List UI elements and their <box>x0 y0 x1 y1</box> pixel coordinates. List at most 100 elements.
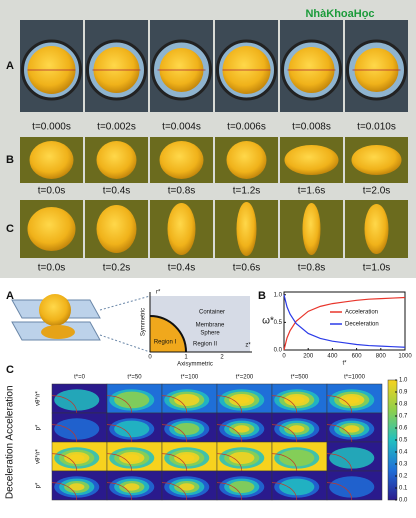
column-header: t*=100 <box>181 375 199 381</box>
droplet <box>226 141 267 179</box>
contour-band <box>179 483 195 491</box>
sphere-outline <box>271 482 298 501</box>
sphere-outline <box>51 453 78 472</box>
contour-band <box>54 389 100 411</box>
contour-band <box>279 478 315 496</box>
column-header: t*=1000 <box>344 375 366 381</box>
sphere-outline <box>106 424 133 443</box>
sphere-outline <box>216 424 243 443</box>
time-label: t=2.0s <box>363 186 391 197</box>
droplet <box>284 145 339 175</box>
colorbar-label: 1.0 <box>399 378 408 384</box>
droplet <box>27 207 76 251</box>
time-label: t=0.002s <box>97 122 136 133</box>
colorbar-label: 0.3 <box>399 462 408 468</box>
column-header: t*=500 <box>291 375 309 381</box>
time-label: t=0.6s <box>233 263 261 274</box>
diagram-label: r* <box>156 290 161 296</box>
row-label: vθ*/r* <box>36 390 42 405</box>
diagram-label: z* <box>245 343 251 349</box>
sphere-outline <box>271 453 298 472</box>
contour-band <box>69 454 85 462</box>
group-label: Acceleration <box>5 385 16 440</box>
sphere-outline <box>271 424 298 443</box>
group-label: Deceleration <box>5 443 16 499</box>
contour-band <box>344 396 360 404</box>
column-header: t*=50 <box>127 375 142 381</box>
colorbar-label: 0.4 <box>399 450 408 456</box>
time-label: t=1.6s <box>298 186 326 197</box>
contour-band <box>329 476 375 498</box>
colorbar-label: 0.2 <box>399 474 408 480</box>
time-label: t=0.0s <box>38 263 66 274</box>
colorbar-label: 0.1 <box>399 486 408 492</box>
contour-band <box>279 449 315 467</box>
colorbar-label: 0.0 <box>399 498 408 504</box>
colorbar-label: 0.9 <box>399 390 408 396</box>
sphere-outline <box>216 482 243 501</box>
sphere-outline <box>51 482 78 501</box>
panel-label: B <box>258 290 266 302</box>
time-label: t=0.4s <box>168 263 196 274</box>
x-tick-label: 400 <box>327 354 338 360</box>
colorbar-label: 0.5 <box>399 438 408 444</box>
sphere-outline <box>51 395 78 414</box>
panel-label: A <box>6 60 14 72</box>
line-series <box>283 296 406 351</box>
contour-band <box>54 418 100 440</box>
droplet <box>167 203 196 255</box>
droplet <box>159 141 204 179</box>
x-tick-label: 800 <box>376 354 387 360</box>
diagram-label: Axisymmetric <box>177 362 213 368</box>
droplet <box>96 205 137 253</box>
sphere-outline <box>216 453 243 472</box>
diagram-label: Container <box>199 310 225 316</box>
sphere-outline <box>106 482 133 501</box>
watermark: NhàKhoaHọc <box>305 8 374 20</box>
contour-band <box>329 447 375 469</box>
row-label: vθ*/r* <box>36 448 42 463</box>
sphere-outline <box>216 395 243 414</box>
colorbar-label: 0.6 <box>399 426 408 432</box>
time-label: t=0.4s <box>103 186 131 197</box>
time-label: t=0.008s <box>292 122 331 133</box>
sphere-outline <box>51 424 78 443</box>
x-tick-label: 1000 <box>398 354 412 360</box>
diagram-label: Membrane <box>196 323 225 329</box>
x-axis-label: t* <box>342 361 347 367</box>
y-tick-label: 1.0 <box>274 292 283 298</box>
diagram-label: Symmetric <box>141 308 147 336</box>
sphere-outline <box>161 453 188 472</box>
sphere-outline <box>161 424 188 443</box>
diagram-tick: 0 <box>148 355 152 361</box>
droplet <box>364 204 389 254</box>
x-tick-label: 0 <box>282 354 286 360</box>
panel-label: C <box>6 364 14 376</box>
contour-band <box>289 396 305 404</box>
contour-band <box>69 483 85 491</box>
time-label: t=1.0s <box>363 263 391 274</box>
time-label: t=0.2s <box>103 263 131 274</box>
y-tick-label: 0.0 <box>274 348 283 354</box>
sphere-outline <box>161 482 188 501</box>
line-series <box>283 294 406 348</box>
sphere-outline <box>106 453 133 472</box>
contour-band <box>229 480 255 493</box>
contour-band <box>114 420 150 438</box>
y-tick-label: 0.5 <box>274 320 283 326</box>
contour-band <box>289 425 305 433</box>
plot-frame <box>283 291 406 351</box>
contour-band <box>234 425 250 433</box>
colorbar-label: 0.7 <box>399 414 408 420</box>
sphere-outline <box>326 482 353 501</box>
droplet <box>302 203 321 255</box>
diagram-label: Region I <box>154 340 177 346</box>
row-label: p* <box>36 482 42 488</box>
droplet <box>351 145 402 175</box>
time-label: t=0.004s <box>162 122 201 133</box>
column-header: t*=0 <box>74 375 86 381</box>
panel-label: A <box>6 290 14 302</box>
time-label: t=0.006s <box>227 122 266 133</box>
schematic <box>11 292 252 353</box>
